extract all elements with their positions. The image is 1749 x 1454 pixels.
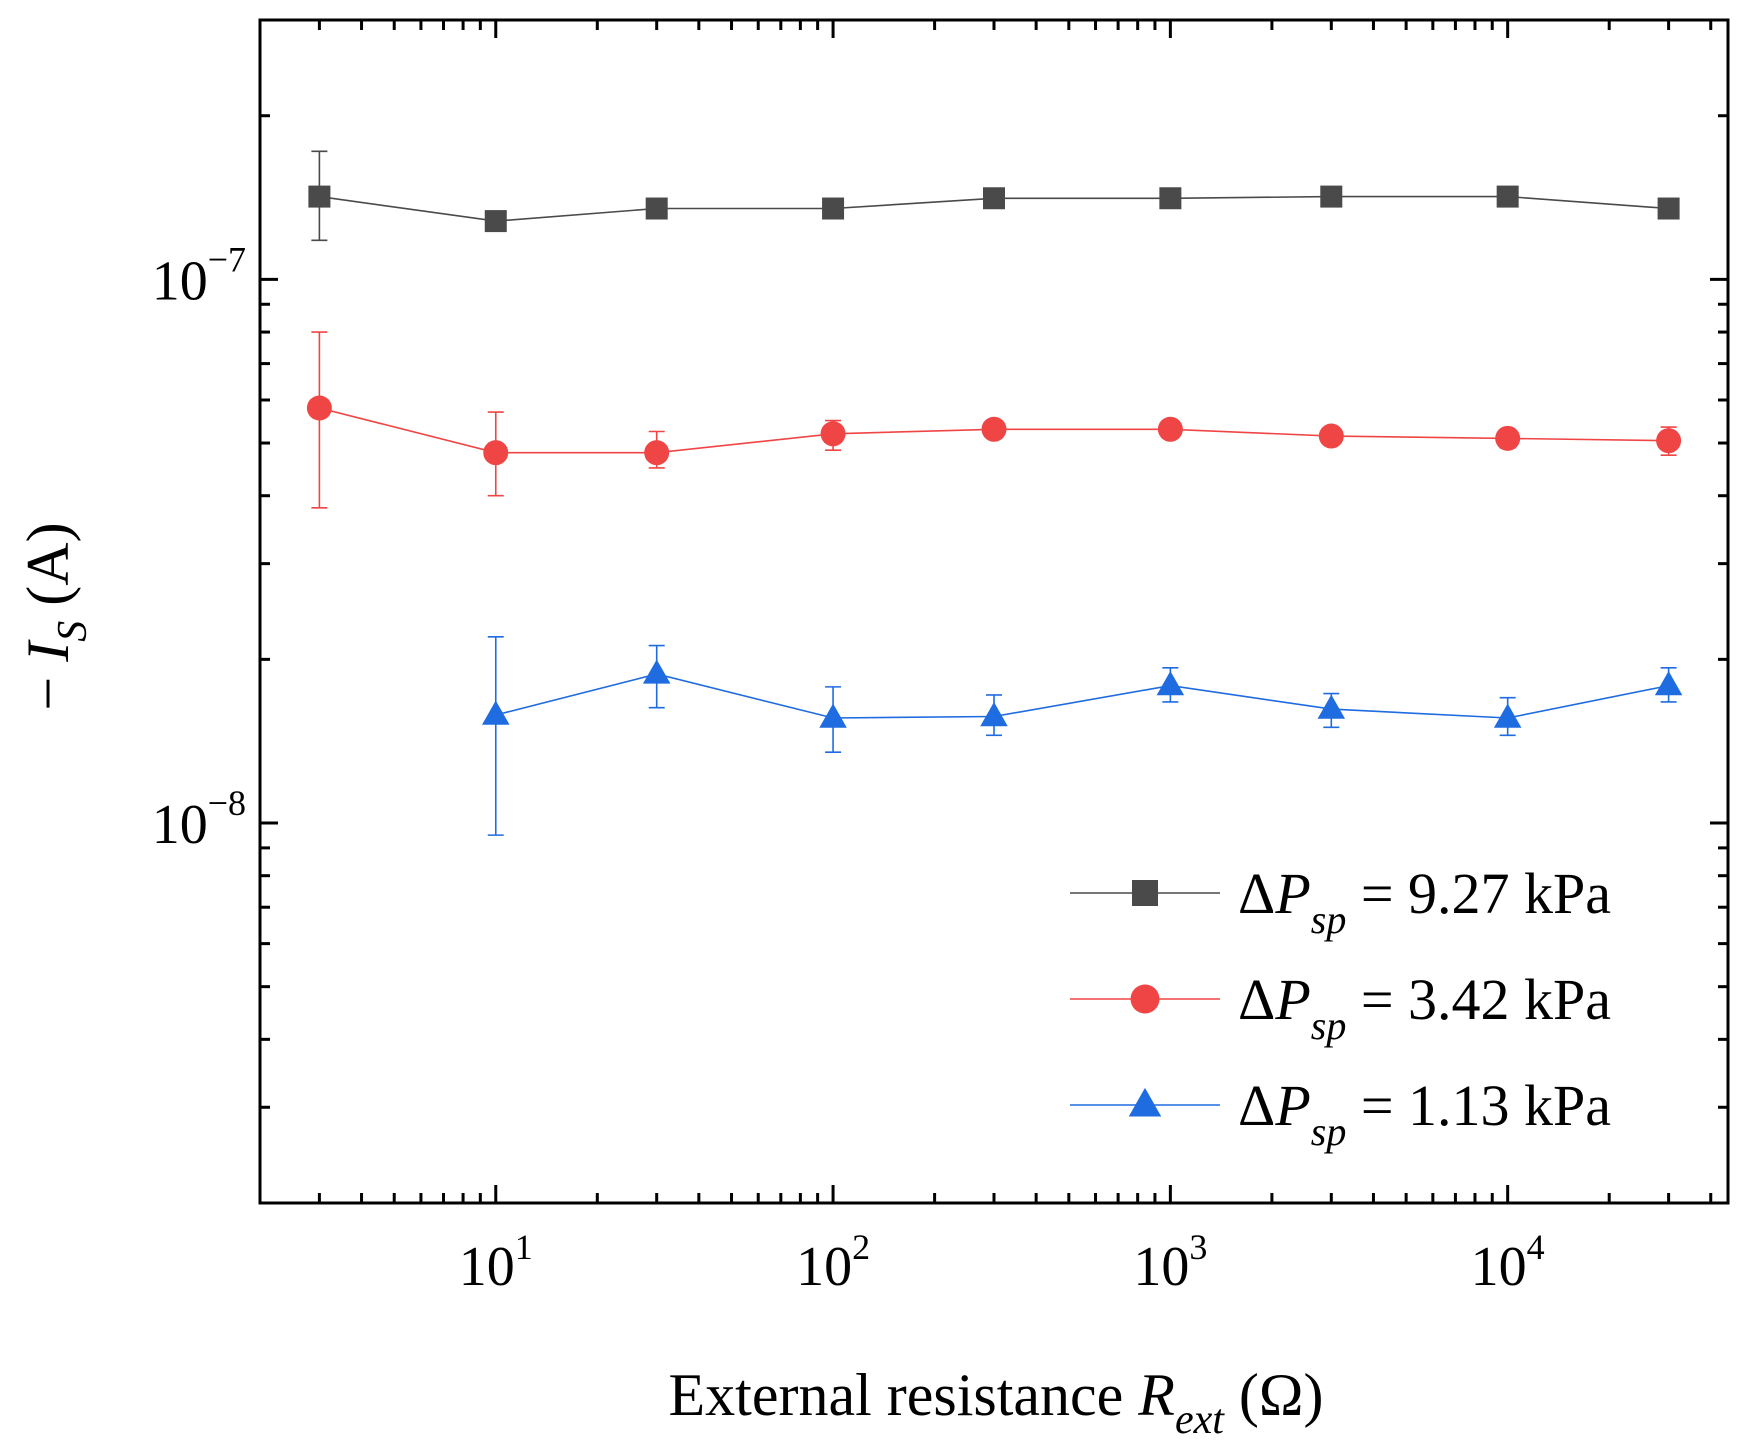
data-point: [822, 197, 845, 220]
data-point: [484, 210, 507, 233]
series-2: [482, 636, 1683, 836]
data-point: [644, 440, 670, 466]
data-point: [1156, 671, 1185, 696]
data-point: [980, 701, 1008, 727]
legend-entry-2: ΔPsp = 1.13 kPa: [1070, 1073, 1611, 1154]
data-point: [1157, 416, 1183, 442]
y-tick-label: 10−8: [152, 783, 246, 856]
axis-titles: External resistance Rext (Ω) − IS (A): [15, 522, 1323, 1443]
series-0: [308, 150, 1680, 242]
data-point: [1318, 423, 1344, 449]
data-point: [1493, 703, 1522, 728]
data-point: [1654, 671, 1683, 696]
data-point: [645, 197, 668, 220]
data-point: [642, 659, 671, 684]
series-line: [495, 673, 1669, 719]
legend-label: ΔPsp = 9.27 kPa: [1238, 861, 1611, 942]
data-point: [1317, 694, 1346, 719]
y-axis-title: − IS (A): [15, 522, 96, 710]
axes-layer: 101 102 103 104 10−7 10−8: [152, 18, 1730, 1298]
legend-marker: [1130, 984, 1160, 1014]
legend-entry-0: ΔPsp = 9.27 kPa: [1070, 861, 1611, 942]
data-point: [1320, 185, 1343, 208]
x-tick-label: 103: [1133, 1227, 1207, 1298]
series-layer: [306, 150, 1683, 836]
data-point: [983, 187, 1005, 210]
data-point: [306, 395, 332, 421]
data-point: [1656, 428, 1682, 454]
data-point: [820, 421, 846, 447]
data-point: [981, 416, 1007, 442]
legend-marker: [1128, 1087, 1162, 1117]
data-point: [1495, 425, 1521, 451]
legend: ΔPsp = 9.27 kPa ΔPsp = 3.42 kPa ΔPsp = 1.1…: [1070, 861, 1611, 1154]
x-tick-label: 102: [796, 1227, 870, 1298]
data-point: [483, 440, 509, 466]
data-point: [1657, 197, 1680, 220]
data-point: [308, 185, 331, 208]
data-point: [1496, 185, 1519, 208]
y-tick-label: 10−7: [152, 239, 246, 312]
x-axis-title: External resistance Rext (Ω): [669, 1362, 1324, 1443]
legend-entry-1: ΔPsp = 3.42 kPa: [1070, 967, 1611, 1048]
legend-label: ΔPsp = 1.13 kPa: [1238, 1073, 1611, 1154]
data-point: [1159, 187, 1182, 210]
legend-label: ΔPsp = 3.42 kPa: [1238, 967, 1611, 1048]
data-point: [482, 700, 510, 725]
legend-marker: [1132, 880, 1158, 906]
series-1: [306, 331, 1682, 509]
x-tick-label: 101: [459, 1227, 533, 1298]
data-point: [819, 703, 847, 728]
x-tick-label: 104: [1471, 1227, 1545, 1298]
